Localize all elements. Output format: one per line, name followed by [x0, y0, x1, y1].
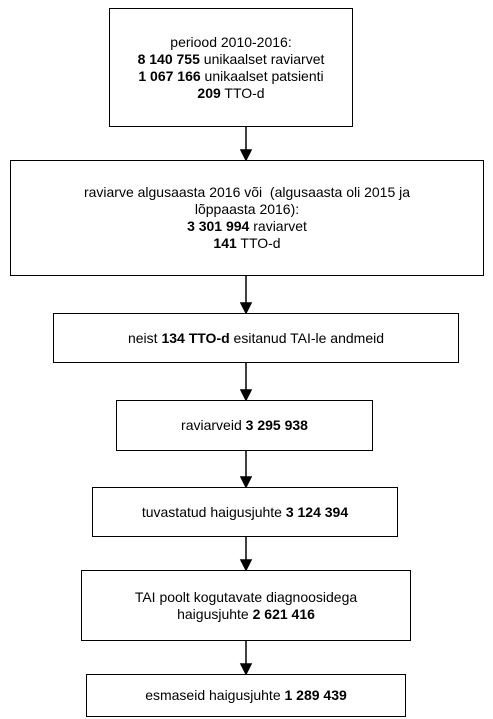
- text-span: esmaseid haigusjuhte: [145, 687, 285, 703]
- text-span: 3 301 994: [187, 218, 250, 234]
- text-span: tuvastatud haigusjuhte: [141, 503, 286, 520]
- text-span: unikaalset raviarvet: [199, 50, 325, 67]
- text-span: raviarvet: [249, 218, 307, 234]
- arrow-head: [239, 302, 253, 315]
- flow-box: esmaseid haigusjuhte 1 289 439: [86, 674, 406, 717]
- flow-box: TAI poolt kogutavate diagnoosidega haigus…: [81, 570, 411, 641]
- text-line: 8 140 755 unikaalset raviarvet: [138, 51, 325, 68]
- flow-box: neist 134 TTO-d esitanud TAI-le andmeid: [53, 313, 459, 363]
- text-span: haigusjuhte: [177, 605, 253, 622]
- text-span: 209: [197, 84, 221, 101]
- text-span: 2 621 416: [252, 605, 315, 622]
- text-span: 134 TTO-d: [161, 329, 230, 346]
- text-span: TTO-d: [236, 235, 281, 251]
- text-span: raviarve algusaasta 2016 või (algusaasta…: [83, 184, 411, 200]
- text-line: 1 067 166 unikaalset patsienti: [138, 68, 323, 85]
- text-span: 8 140 755: [137, 50, 200, 67]
- flow-box: tuvastatud haigusjuhte 3 124 394: [92, 487, 398, 537]
- text-span: raviarveid: [181, 417, 246, 433]
- arrow-head: [239, 389, 253, 402]
- flow-box: raviarve algusaasta 2016 või (algusaasta…: [10, 160, 484, 276]
- text-span: 3 295 938: [245, 417, 308, 433]
- text-line: tuvastatud haigusjuhte 3 124 394: [142, 504, 348, 521]
- text-span: 1 289 439: [284, 687, 347, 703]
- text-line: raviarve algusaasta 2016 või (algusaasta…: [84, 184, 410, 201]
- text-line: neist 134 TTO-d esitanud TAI-le andmeid: [128, 330, 384, 347]
- text-span: periood 2010-2016:: [170, 33, 292, 50]
- text-line: TAI poolt kogutavate diagnoosidega: [135, 589, 357, 606]
- text-line: 141 TTO-d: [213, 235, 280, 252]
- text-line: 209 TTO-d: [197, 85, 264, 102]
- text-span: 1 067 166: [138, 67, 201, 84]
- flow-box: periood 2010-2016: 8 140 755 unikaalset r…: [109, 8, 353, 127]
- text-line: periood 2010-2016:: [170, 34, 291, 51]
- arrow-head: [239, 476, 253, 489]
- text-span: 3 124 394: [285, 503, 349, 520]
- arrow-head: [239, 559, 253, 572]
- text-span: TTO-d: [220, 84, 265, 101]
- text-span: esitanud TAI-le andmeid: [229, 329, 385, 346]
- text-span: TAI poolt kogutavate diagnoosidega: [134, 588, 358, 605]
- text-line: haigusjuhte 2 621 416: [177, 606, 315, 623]
- text-span: lõppaasta 2016):: [194, 201, 300, 217]
- text-span: neist: [127, 329, 162, 346]
- arrow-head: [239, 149, 253, 162]
- arrow-head: [239, 663, 253, 676]
- text-line: 3 301 994 raviarvet: [187, 218, 307, 235]
- text-span: 141: [213, 235, 237, 251]
- text-span: unikaalset patsienti: [200, 67, 324, 84]
- text-line: raviarveid 3 295 938: [181, 417, 308, 434]
- text-line: lõppaasta 2016):: [195, 201, 299, 218]
- text-line: esmaseid haigusjuhte 1 289 439: [145, 687, 347, 704]
- flow-box: raviarveid 3 295 938: [116, 400, 373, 451]
